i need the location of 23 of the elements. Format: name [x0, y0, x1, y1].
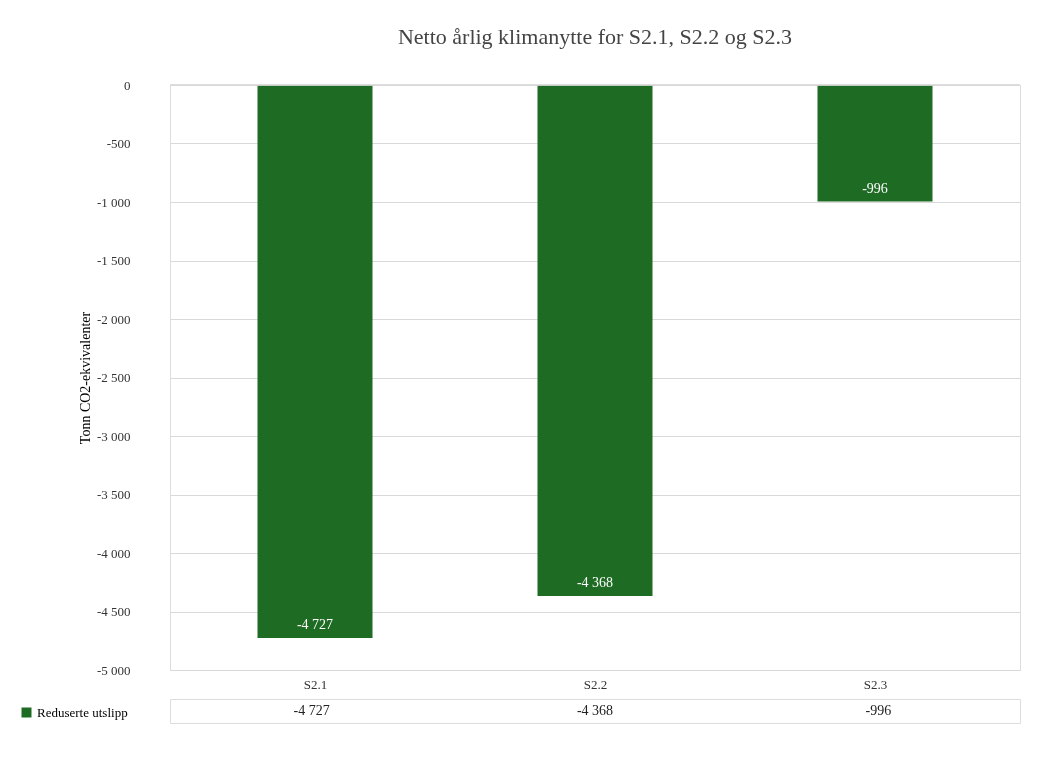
y-tick-label: 0	[124, 77, 131, 93]
y-tick-label: -3 500	[96, 487, 131, 502]
y-tick-label: -3 000	[96, 428, 131, 444]
x-tick-label: S2.3	[863, 676, 888, 692]
y-tick-label: -2 000	[96, 311, 131, 327]
chart-title: Netto årlig klimanytte for S2.1, S2.2 og S2.3	[397, 24, 793, 49]
text: -996	[862, 180, 888, 196]
y-tick-label: -500	[106, 136, 131, 151]
data-label: -996	[865, 703, 892, 718]
y-tick-label: -5 000	[96, 662, 131, 678]
y-tick-label: -1 500	[96, 253, 131, 268]
y-tick-label: -4 000	[96, 545, 131, 561]
text: -4 368	[576, 575, 614, 591]
x-tick-label: S2.2	[583, 676, 608, 692]
y-tick-label: -1 000	[96, 194, 131, 210]
x-tick-label: S2.1	[303, 676, 328, 692]
text: -4 727	[296, 617, 334, 633]
y-tick-label: -2 500	[96, 370, 131, 385]
data-label: -4 368	[576, 703, 614, 718]
legend-label: Reduserte utslipp	[37, 704, 128, 720]
y-tick-label: -4 500	[96, 604, 131, 619]
y-axis-title: Tonn CO2-ekvivalenter	[77, 311, 93, 445]
data-label: -4 727	[293, 703, 330, 718]
